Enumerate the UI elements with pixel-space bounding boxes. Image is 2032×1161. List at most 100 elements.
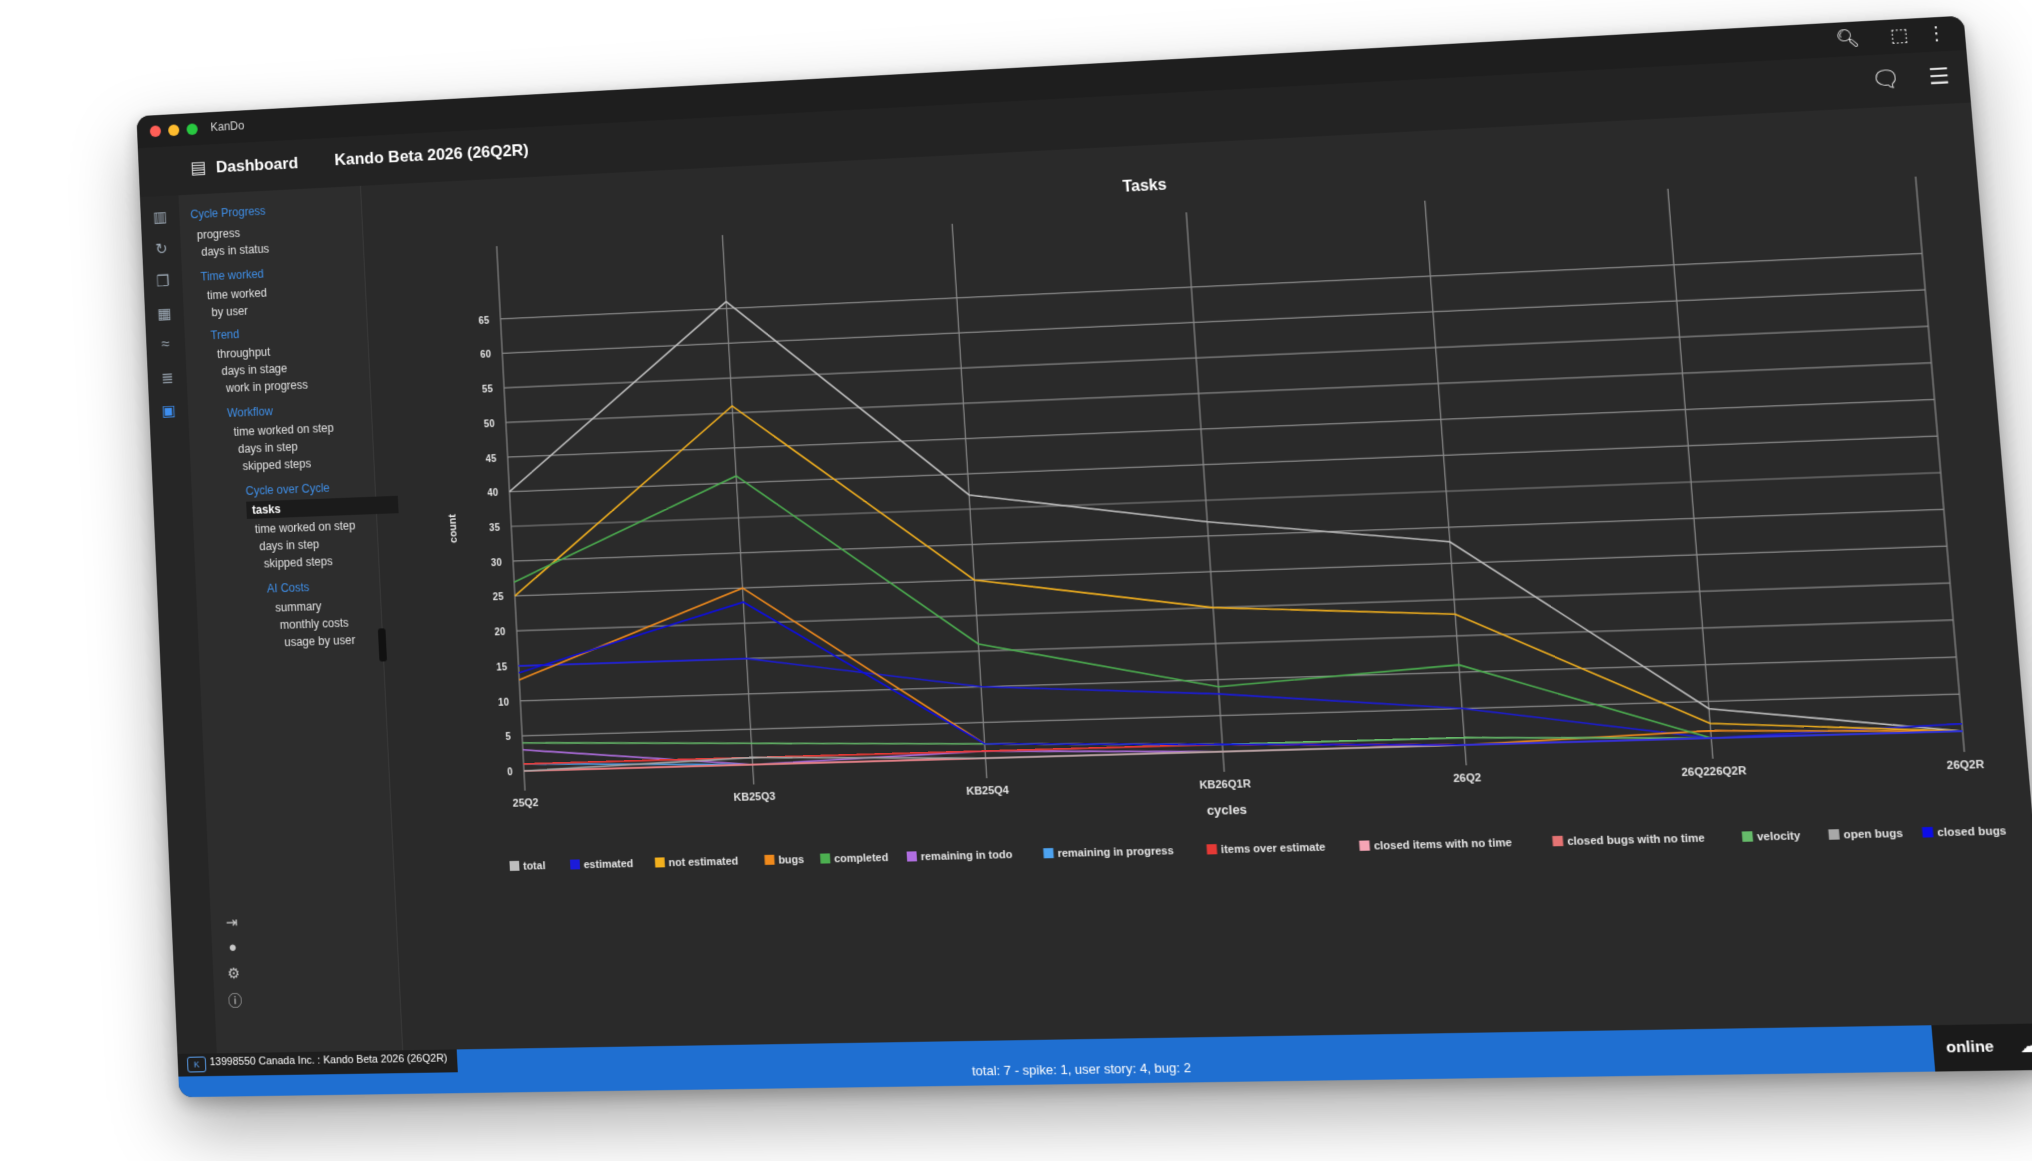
section-cycle-progress[interactable]: Cycle Progress [190, 204, 266, 221]
y-tick-label: 10 [498, 697, 509, 708]
legend-entry: remaining in todo [920, 849, 1013, 864]
sidebar-item-time-worked-on-step[interactable]: time worked on step [233, 421, 334, 439]
y-tick-label: 5 [505, 732, 511, 743]
legend-entry: completed [834, 852, 889, 866]
layers-icon[interactable]: ☰ [1928, 63, 1951, 90]
extension-icon[interactable]: ⬚ [1889, 25, 1909, 47]
section-workflow[interactable]: Workflow [227, 404, 273, 419]
maximize-window-button[interactable] [186, 123, 198, 135]
sidebar-item-throughput[interactable]: throughput [217, 345, 271, 361]
y-tick-label: 30 [491, 557, 502, 568]
y-tick-label: 15 [496, 662, 508, 673]
legend-swatch [1742, 831, 1753, 842]
sidebar-item-cycle-days-in-step[interactable]: days in step [259, 537, 319, 553]
section-time-worked[interactable]: Time worked [200, 267, 264, 283]
legend-swatch [1206, 844, 1217, 854]
connection-status[interactable]: online ☁ [1931, 1023, 2032, 1071]
grid-line-y [522, 694, 1959, 736]
sidebar-item-cycle-time-worked-on-step[interactable]: time worked on step [255, 519, 356, 536]
legend-swatch [907, 851, 918, 861]
y-tick-label: 25 [493, 592, 505, 603]
grid-line-x [952, 224, 987, 778]
kando-logo-icon: K [187, 1056, 206, 1072]
sidebar-item-progress[interactable]: progress [197, 226, 241, 241]
sidebar-item-tasks[interactable]: tasks [246, 496, 399, 519]
calendar-icon[interactable]: ▦ [155, 304, 174, 324]
sidebar-collapse-handle[interactable] [378, 628, 387, 661]
x-tick-label: KB25Q3 [733, 791, 775, 804]
logout-icon[interactable]: ⇥ [222, 914, 242, 932]
dashboard-icon: ▤ [190, 158, 207, 179]
sidebar: Cycle Progress progress days in status T… [178, 186, 403, 1053]
legend-swatch [570, 859, 580, 869]
legend-entry: estimated [583, 858, 633, 871]
x-axis-label: cycles [1206, 802, 1247, 818]
sidebar-item-skipped-steps[interactable]: skipped steps [242, 457, 311, 473]
grid-line-y [520, 657, 1956, 701]
cloud-icon: ☁ [2019, 1035, 2032, 1057]
project-title: Kando Beta 2026 (26Q2R) [334, 141, 529, 170]
legend-entry: items over estimate [1221, 841, 1326, 856]
close-window-button[interactable] [150, 125, 161, 137]
chart-title: Tasks [1122, 176, 1167, 195]
status-bar: K 13998550 Canada Inc. : Kando Beta 2026… [177, 1023, 2032, 1097]
dashboard-icon[interactable]: ▣ [159, 401, 178, 421]
chat-icon[interactable]: 🗨︎ [1870, 66, 1902, 94]
legend-swatch [509, 861, 519, 871]
status-project-text: 13998550 Canada Inc. : Kando Beta 2026 (… [209, 1053, 447, 1069]
series-line [500, 246, 1962, 771]
sidebar-item-monthly-costs[interactable]: monthly costs [280, 616, 349, 632]
legend-entry: total [523, 860, 546, 873]
minimize-window-button[interactable] [168, 124, 180, 136]
flow-icon[interactable]: ≈ [156, 336, 175, 354]
legend-swatch [1922, 827, 1934, 838]
board-icon[interactable]: ▥ [151, 207, 170, 227]
legend-entry: closed items with no time [1373, 837, 1512, 853]
legend-entry: open bugs [1843, 827, 1903, 841]
legend-swatch [1043, 848, 1054, 858]
x-tick-label: KB26Q1R [1199, 778, 1251, 792]
y-tick-label: 65 [478, 315, 490, 326]
sidebar-item-time-worked[interactable]: time worked [207, 286, 267, 302]
connection-label: online [1945, 1038, 1994, 1057]
y-axis-label: count [447, 513, 460, 543]
search-list-icon[interactable]: ≣ [158, 368, 177, 388]
sidebar-item-work-in-progress[interactable]: work in progress [226, 378, 308, 395]
section-cycle-over-cycle[interactable]: Cycle over Cycle [245, 481, 330, 498]
legend-entry: closed bugs [1937, 825, 2007, 840]
zoom-icon[interactable]: 🔍︎ [1835, 27, 1861, 49]
grid-line-y [504, 326, 1928, 388]
y-tick-label: 20 [494, 627, 505, 638]
legend-swatch [820, 853, 830, 863]
section-trend[interactable]: Trend [210, 327, 239, 342]
copy-icon[interactable]: ❐ [153, 272, 172, 292]
sidebar-item-days-in-step[interactable]: days in step [238, 440, 298, 456]
grid-line-x [1425, 201, 1466, 766]
sidebar-item-summary[interactable]: summary [275, 599, 322, 614]
user-avatar-icon[interactable]: ● [223, 939, 243, 956]
kebab-menu-icon[interactable]: ⋮ [1926, 23, 1947, 45]
info-icon[interactable]: ⓘ [225, 990, 245, 1011]
y-tick-label: 45 [486, 453, 498, 464]
sidebar-item-days-in-status[interactable]: days in status [201, 242, 269, 259]
settings-icon[interactable]: ⚙ [224, 964, 244, 982]
sidebar-item-days-in-stage[interactable]: days in stage [221, 362, 287, 378]
sidebar-item-by-user[interactable]: by user [211, 304, 248, 319]
cycle-icon[interactable]: ↻ [152, 239, 171, 259]
grid-line-y [508, 399, 1935, 457]
sidebar-item-cycle-skipped-steps[interactable]: skipped steps [264, 554, 333, 570]
app-title: KanDo [210, 119, 244, 134]
legend-swatch [1552, 836, 1563, 847]
grid-line-x [1186, 212, 1224, 771]
grid-line-y [506, 363, 1932, 423]
y-tick-label: 35 [489, 523, 501, 534]
grid-line-y [509, 436, 1937, 492]
x-tick-label: KB25Q4 [966, 784, 1009, 797]
sidebar-item-usage-by-user[interactable]: usage by user [284, 633, 355, 649]
legend-entry: closed bugs with no time [1567, 832, 1706, 848]
y-tick-label: 55 [482, 384, 494, 395]
section-ai-costs[interactable]: AI Costs [267, 580, 310, 595]
series-line [523, 709, 1963, 771]
grid-line-x [1668, 189, 1713, 759]
dashboard-title[interactable]: Dashboard [216, 154, 299, 177]
